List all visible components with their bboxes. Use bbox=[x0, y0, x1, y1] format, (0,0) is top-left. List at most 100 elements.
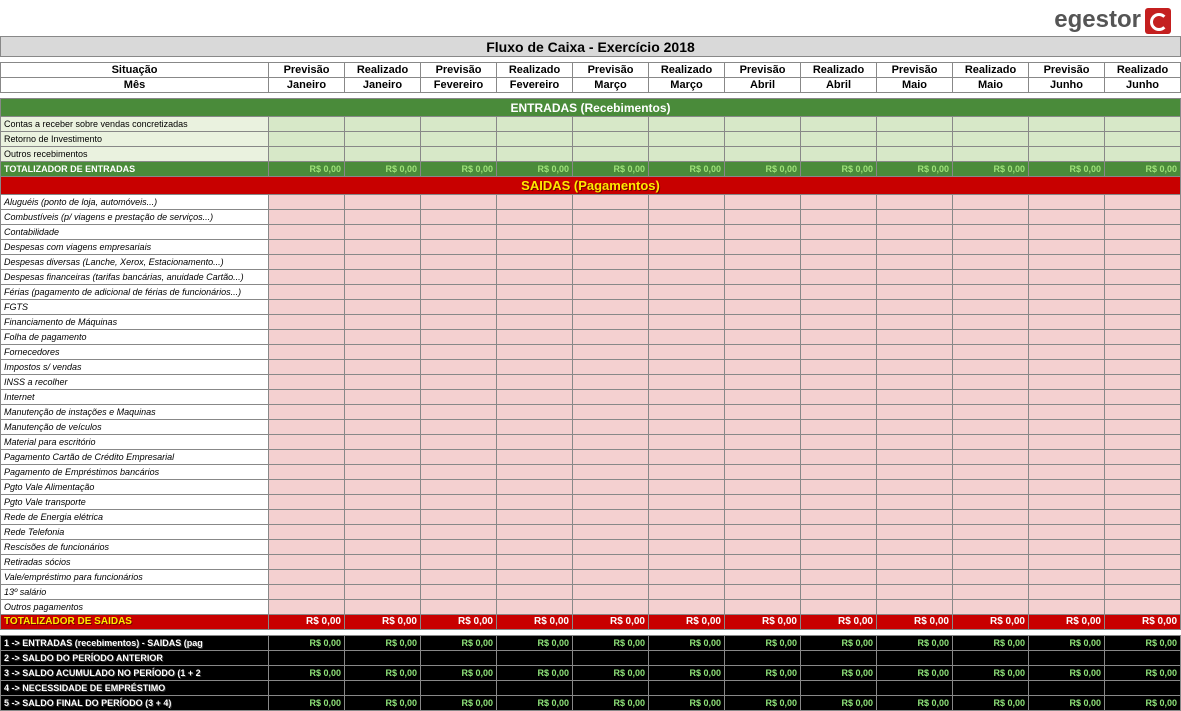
saida-cell-6-3[interactable] bbox=[497, 285, 573, 300]
saida-cell-14-4[interactable] bbox=[573, 405, 649, 420]
saida-cell-26-6[interactable] bbox=[725, 585, 801, 600]
saida-cell-19-5[interactable] bbox=[649, 480, 725, 495]
saida-cell-27-1[interactable] bbox=[345, 600, 421, 615]
saida-cell-12-9[interactable] bbox=[953, 375, 1029, 390]
saida-cell-26-9[interactable] bbox=[953, 585, 1029, 600]
saida-cell-2-11[interactable] bbox=[1105, 225, 1181, 240]
saida-cell-11-9[interactable] bbox=[953, 360, 1029, 375]
entrada-cell-0-1[interactable] bbox=[345, 117, 421, 132]
saida-cell-10-6[interactable] bbox=[725, 345, 801, 360]
saida-cell-6-6[interactable] bbox=[725, 285, 801, 300]
saida-cell-15-1[interactable] bbox=[345, 420, 421, 435]
entrada-cell-2-3[interactable] bbox=[497, 147, 573, 162]
saida-cell-4-8[interactable] bbox=[877, 255, 953, 270]
saida-cell-2-10[interactable] bbox=[1029, 225, 1105, 240]
saida-cell-12-5[interactable] bbox=[649, 375, 725, 390]
saida-cell-24-6[interactable] bbox=[725, 555, 801, 570]
entrada-cell-0-8[interactable] bbox=[877, 117, 953, 132]
entrada-cell-1-4[interactable] bbox=[573, 132, 649, 147]
saida-cell-21-10[interactable] bbox=[1029, 510, 1105, 525]
entrada-cell-2-8[interactable] bbox=[877, 147, 953, 162]
saida-cell-16-8[interactable] bbox=[877, 435, 953, 450]
saida-cell-5-5[interactable] bbox=[649, 270, 725, 285]
saida-cell-10-4[interactable] bbox=[573, 345, 649, 360]
saida-cell-0-8[interactable] bbox=[877, 195, 953, 210]
saida-cell-8-3[interactable] bbox=[497, 315, 573, 330]
saida-cell-14-11[interactable] bbox=[1105, 405, 1181, 420]
saida-cell-5-9[interactable] bbox=[953, 270, 1029, 285]
saida-cell-12-1[interactable] bbox=[345, 375, 421, 390]
saida-cell-6-1[interactable] bbox=[345, 285, 421, 300]
entrada-cell-0-11[interactable] bbox=[1105, 117, 1181, 132]
saida-cell-26-8[interactable] bbox=[877, 585, 953, 600]
saida-cell-27-5[interactable] bbox=[649, 600, 725, 615]
saida-cell-16-10[interactable] bbox=[1029, 435, 1105, 450]
saida-cell-7-0[interactable] bbox=[269, 300, 345, 315]
saida-cell-23-11[interactable] bbox=[1105, 540, 1181, 555]
saida-cell-12-4[interactable] bbox=[573, 375, 649, 390]
saida-cell-3-1[interactable] bbox=[345, 240, 421, 255]
saida-cell-19-0[interactable] bbox=[269, 480, 345, 495]
entrada-cell-1-10[interactable] bbox=[1029, 132, 1105, 147]
saida-cell-8-6[interactable] bbox=[725, 315, 801, 330]
saida-cell-20-10[interactable] bbox=[1029, 495, 1105, 510]
saida-cell-27-11[interactable] bbox=[1105, 600, 1181, 615]
saida-cell-14-8[interactable] bbox=[877, 405, 953, 420]
saida-cell-8-8[interactable] bbox=[877, 315, 953, 330]
saida-cell-0-1[interactable] bbox=[345, 195, 421, 210]
saida-cell-8-9[interactable] bbox=[953, 315, 1029, 330]
saida-cell-16-4[interactable] bbox=[573, 435, 649, 450]
saida-cell-21-7[interactable] bbox=[801, 510, 877, 525]
saida-cell-1-3[interactable] bbox=[497, 210, 573, 225]
saida-cell-1-4[interactable] bbox=[573, 210, 649, 225]
saida-cell-18-1[interactable] bbox=[345, 465, 421, 480]
saida-cell-21-8[interactable] bbox=[877, 510, 953, 525]
saida-cell-23-0[interactable] bbox=[269, 540, 345, 555]
saida-cell-12-2[interactable] bbox=[421, 375, 497, 390]
saida-cell-11-1[interactable] bbox=[345, 360, 421, 375]
saida-cell-9-10[interactable] bbox=[1029, 330, 1105, 345]
saida-cell-15-11[interactable] bbox=[1105, 420, 1181, 435]
saida-cell-25-10[interactable] bbox=[1029, 570, 1105, 585]
saida-cell-8-10[interactable] bbox=[1029, 315, 1105, 330]
entrada-cell-1-1[interactable] bbox=[345, 132, 421, 147]
saida-cell-26-3[interactable] bbox=[497, 585, 573, 600]
saida-cell-9-9[interactable] bbox=[953, 330, 1029, 345]
saida-cell-10-2[interactable] bbox=[421, 345, 497, 360]
entrada-cell-1-11[interactable] bbox=[1105, 132, 1181, 147]
entrada-cell-0-0[interactable] bbox=[269, 117, 345, 132]
saida-cell-20-11[interactable] bbox=[1105, 495, 1181, 510]
saida-cell-27-6[interactable] bbox=[725, 600, 801, 615]
saida-cell-1-7[interactable] bbox=[801, 210, 877, 225]
saida-cell-20-6[interactable] bbox=[725, 495, 801, 510]
saida-cell-9-8[interactable] bbox=[877, 330, 953, 345]
saida-cell-17-11[interactable] bbox=[1105, 450, 1181, 465]
saida-cell-25-0[interactable] bbox=[269, 570, 345, 585]
saida-cell-0-2[interactable] bbox=[421, 195, 497, 210]
saida-cell-15-7[interactable] bbox=[801, 420, 877, 435]
saida-cell-4-5[interactable] bbox=[649, 255, 725, 270]
saida-cell-7-3[interactable] bbox=[497, 300, 573, 315]
entrada-cell-0-7[interactable] bbox=[801, 117, 877, 132]
saida-cell-26-1[interactable] bbox=[345, 585, 421, 600]
saida-cell-14-10[interactable] bbox=[1029, 405, 1105, 420]
saida-cell-8-0[interactable] bbox=[269, 315, 345, 330]
saida-cell-4-6[interactable] bbox=[725, 255, 801, 270]
saida-cell-26-11[interactable] bbox=[1105, 585, 1181, 600]
saida-cell-8-2[interactable] bbox=[421, 315, 497, 330]
saida-cell-27-3[interactable] bbox=[497, 600, 573, 615]
saida-cell-17-6[interactable] bbox=[725, 450, 801, 465]
saida-cell-10-9[interactable] bbox=[953, 345, 1029, 360]
saida-cell-11-11[interactable] bbox=[1105, 360, 1181, 375]
saida-cell-4-3[interactable] bbox=[497, 255, 573, 270]
saida-cell-6-10[interactable] bbox=[1029, 285, 1105, 300]
saida-cell-4-0[interactable] bbox=[269, 255, 345, 270]
saida-cell-15-10[interactable] bbox=[1029, 420, 1105, 435]
entrada-cell-1-7[interactable] bbox=[801, 132, 877, 147]
saida-cell-23-6[interactable] bbox=[725, 540, 801, 555]
saida-cell-16-1[interactable] bbox=[345, 435, 421, 450]
entrada-cell-0-4[interactable] bbox=[573, 117, 649, 132]
entrada-cell-1-0[interactable] bbox=[269, 132, 345, 147]
saida-cell-20-5[interactable] bbox=[649, 495, 725, 510]
saida-cell-20-7[interactable] bbox=[801, 495, 877, 510]
